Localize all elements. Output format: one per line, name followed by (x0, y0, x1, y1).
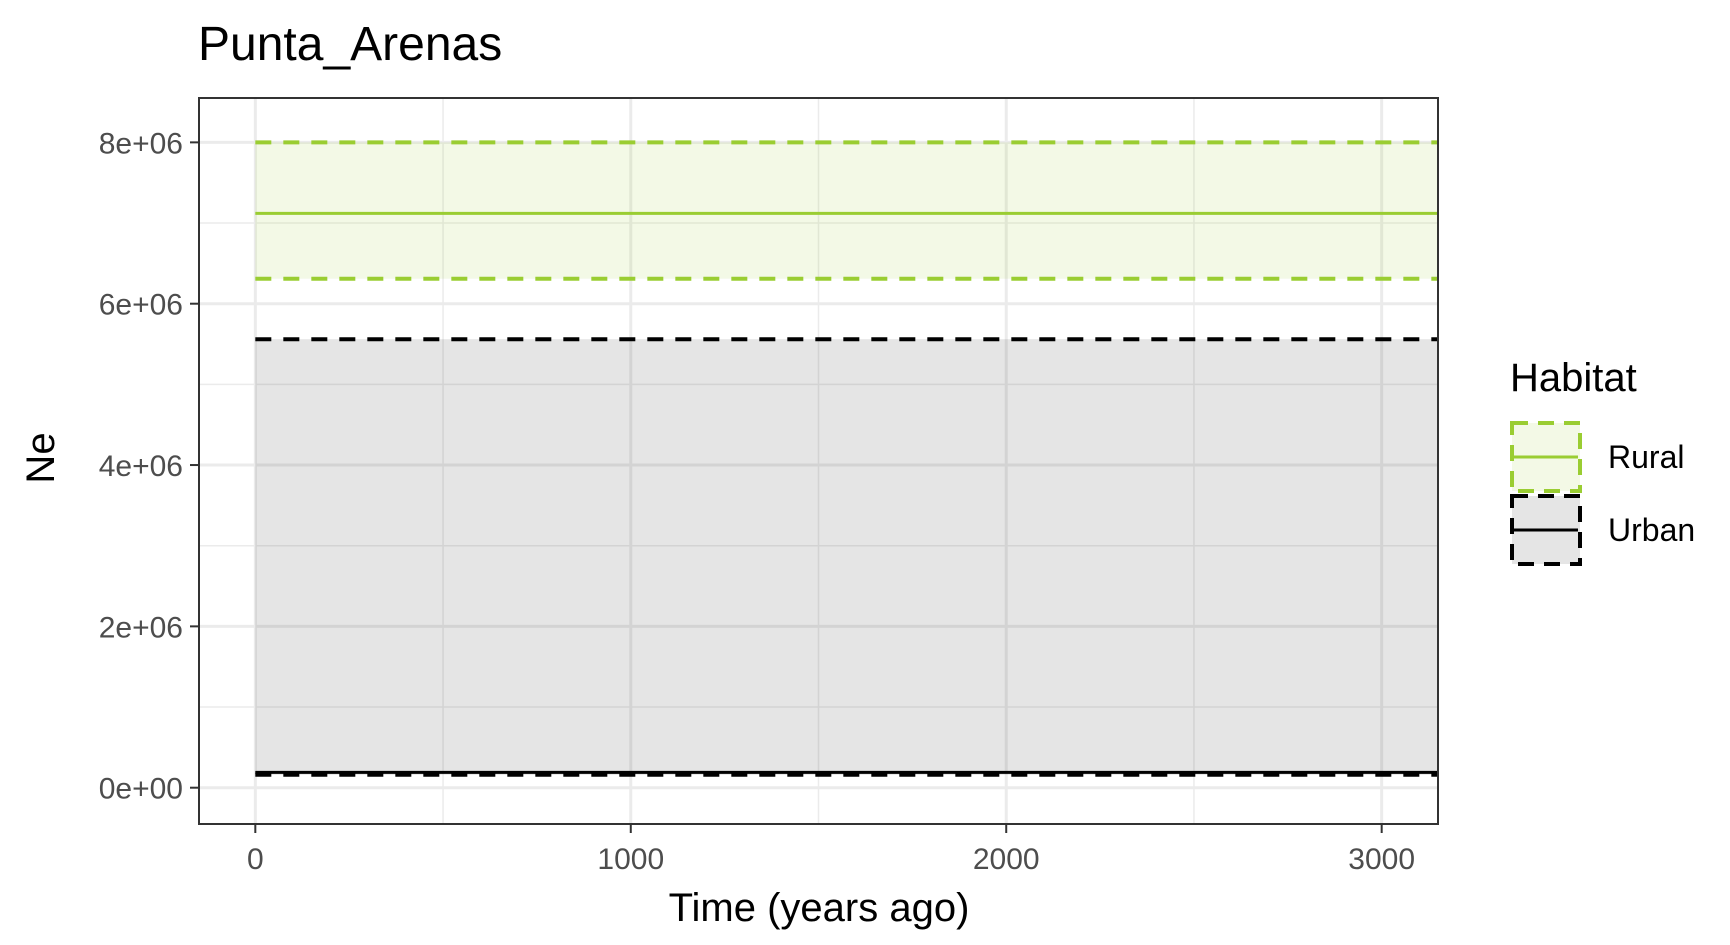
y-tick-label: 2e+06 (99, 611, 183, 644)
x-tick-label: 1000 (597, 843, 664, 876)
legend-label-urban: Urban (1608, 512, 1695, 548)
y-tick-label: 8e+06 (99, 127, 183, 160)
legend-title: Habitat (1510, 356, 1637, 400)
panel-border (198, 97, 1439, 825)
ribbon-urban (255, 339, 1439, 775)
plot-panel: 0 1000 2000 3000 0e+00 2e+06 4e+06 6e+06 8e+06 (99, 97, 1439, 876)
x-tick-label: 0 (247, 843, 264, 876)
ribbon-rural (255, 142, 1439, 279)
x-tick-label: 3000 (1348, 843, 1415, 876)
y-axis-title: Ne (19, 432, 63, 483)
x-tick-label: 2000 (973, 843, 1040, 876)
legend-label-rural: Rural (1608, 439, 1684, 475)
chart-title: Punta_Arenas (198, 18, 502, 71)
y-tick-label: 4e+06 (99, 450, 183, 483)
y-tick-label: 6e+06 (99, 289, 183, 322)
y-tick-label: 0e+00 (99, 773, 183, 806)
legend: Habitat Rural Urban (1510, 356, 1695, 566)
x-axis-title: Time (years ago) (669, 886, 970, 930)
